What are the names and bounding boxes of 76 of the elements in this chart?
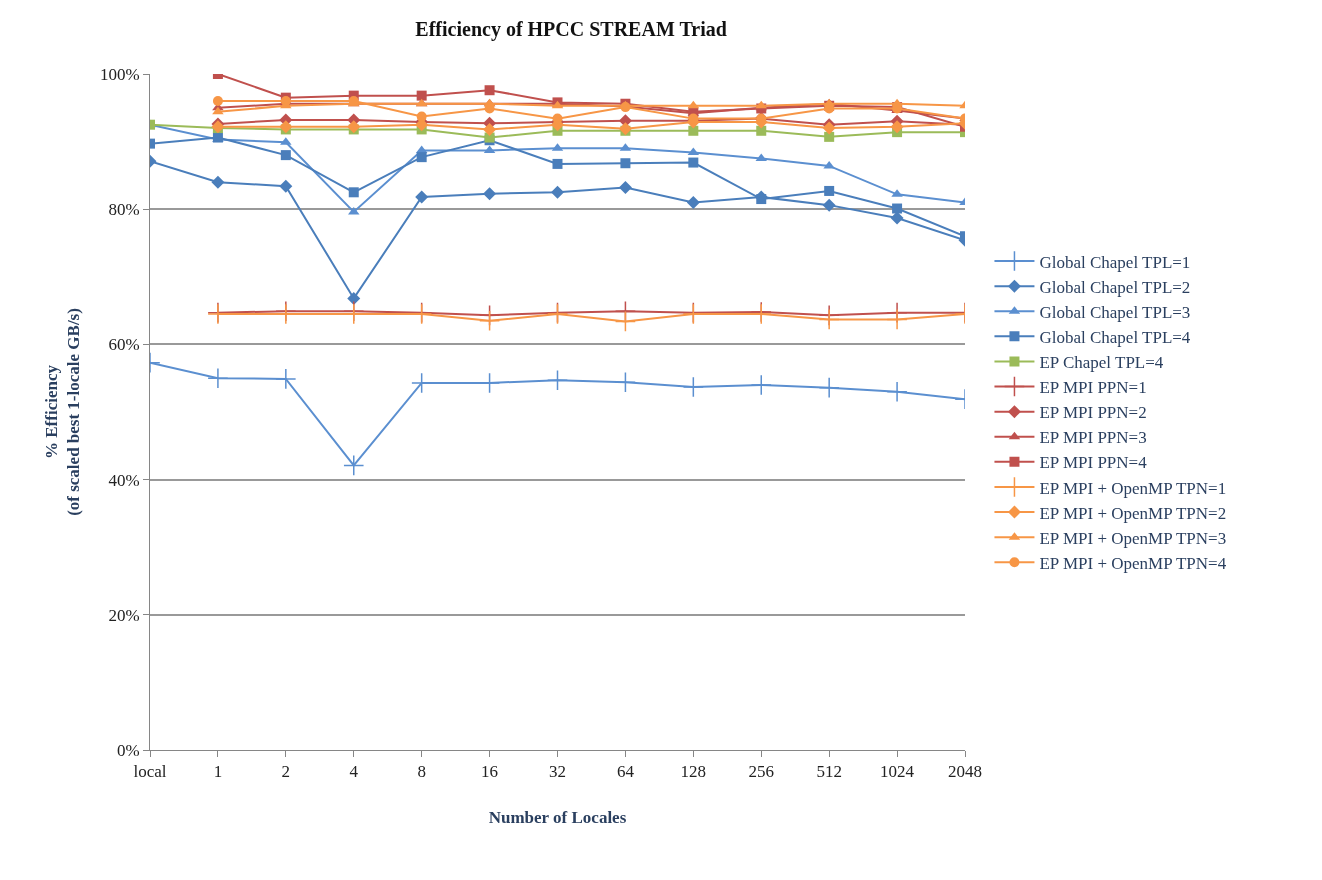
x-tick-label: 4 — [349, 762, 359, 782]
point — [347, 291, 361, 305]
legend-label: Global Chapel TPL=4 — [1039, 327, 1191, 347]
point — [348, 187, 359, 198]
point — [750, 374, 772, 396]
point — [824, 131, 835, 142]
point — [279, 120, 293, 134]
point — [620, 158, 631, 169]
y-tick-label: 60% — [108, 335, 140, 355]
x-tick-label: local — [133, 762, 167, 782]
point — [886, 381, 908, 403]
legend-label: Global Chapel TPL=2 — [1039, 277, 1191, 297]
point — [614, 310, 636, 332]
point — [551, 185, 564, 199]
y-tick-label: 100% — [99, 64, 140, 84]
point — [688, 157, 699, 168]
point — [416, 152, 427, 163]
legend-label: EP MPI + OpenMP TPN=2 — [1039, 503, 1227, 523]
point — [479, 310, 501, 332]
point — [822, 198, 836, 212]
x-tick-label: 512 — [816, 762, 842, 782]
point — [890, 120, 904, 134]
point — [343, 454, 365, 476]
point — [347, 120, 361, 134]
legend-label: Global Chapel TPL=1 — [1039, 252, 1191, 272]
x-tick-label: 64 — [616, 762, 635, 782]
x-tick-label: 256 — [748, 762, 774, 782]
point — [483, 187, 497, 201]
point — [416, 111, 427, 122]
point — [824, 185, 835, 196]
point — [212, 96, 223, 107]
x-tick-label: 1024 — [880, 762, 915, 782]
legend-label: EP MPI PPN=3 — [1039, 428, 1147, 448]
point — [682, 376, 704, 398]
legend-label: EP MPI + OpenMP TPN=1 — [1039, 478, 1227, 498]
point — [620, 102, 631, 113]
point — [546, 369, 569, 391]
x-tick-label: 128 — [680, 762, 707, 782]
x-axis-title: Number of Locales — [488, 807, 627, 827]
y-tick-label: 40% — [108, 470, 140, 490]
point — [818, 377, 840, 399]
point — [275, 368, 297, 390]
x-tick-label: 2048 — [948, 762, 982, 782]
y-axis-title: % Efficiency (of scaled best 1-locale GB/s) — [42, 308, 84, 516]
point — [211, 175, 225, 189]
chart-title: Efficiency of HPCC STREAM Triad — [415, 18, 727, 41]
point — [207, 367, 229, 389]
point — [756, 194, 767, 205]
legend-label: EP MPI PPN=4 — [1039, 453, 1148, 473]
legend-label: EP Chapel TPL=4 — [1039, 353, 1164, 373]
point — [280, 150, 291, 161]
point — [483, 122, 497, 136]
x-tick-label: 1 — [213, 762, 223, 782]
point — [686, 195, 700, 209]
y-tick-label: 80% — [108, 200, 140, 220]
point — [279, 179, 293, 193]
point — [618, 181, 632, 195]
point — [886, 308, 908, 330]
x-tick-label: 16 — [481, 762, 499, 782]
point — [756, 125, 767, 136]
x-tick-label: 2 — [281, 762, 291, 782]
point — [552, 158, 563, 169]
legend-label: EP MPI PPN=1 — [1039, 378, 1147, 398]
point — [415, 190, 429, 204]
legend-label: EP MPI + OpenMP TPN=4 — [1039, 553, 1227, 573]
point — [892, 203, 903, 214]
y-tick-label: 20% — [108, 605, 140, 625]
legend-label: EP MPI PPN=2 — [1039, 403, 1147, 423]
y-tick-label: 0% — [116, 740, 140, 760]
point — [484, 85, 495, 96]
x-tick-label: 8 — [417, 762, 426, 782]
x-tick-label: 32 — [549, 762, 566, 782]
point — [688, 125, 699, 136]
point — [416, 90, 427, 101]
legend-label: EP MPI + OpenMP TPN=3 — [1039, 528, 1227, 548]
legend-label: Global Chapel TPL=3 — [1039, 302, 1191, 322]
